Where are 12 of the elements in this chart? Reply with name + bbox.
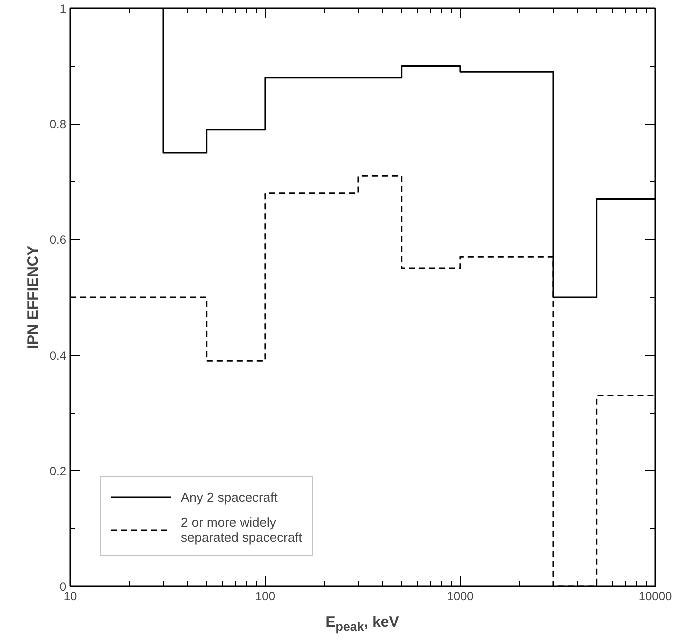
legend-label: Any 2 spacecraft [181,490,278,504]
y-tick-label: 0.6 [50,233,67,248]
y-tick-label: 0.8 [50,118,67,132]
y-tick-label: 0.2 [50,464,67,478]
y-axis-title: IPN EFFIENCY [24,246,42,350]
x-tick-label: 10000 [638,590,673,604]
x-tick-label: 1000 [447,590,474,604]
x-axis-title: E$_{peak}$, keV [324,613,400,636]
x-tick-label: 100 [255,590,276,604]
y-tick-label: 1 [60,2,67,16]
legend-label: 2 or more widely separated spacecraft [181,515,302,545]
y-tick-label: 0.4 [50,348,67,363]
